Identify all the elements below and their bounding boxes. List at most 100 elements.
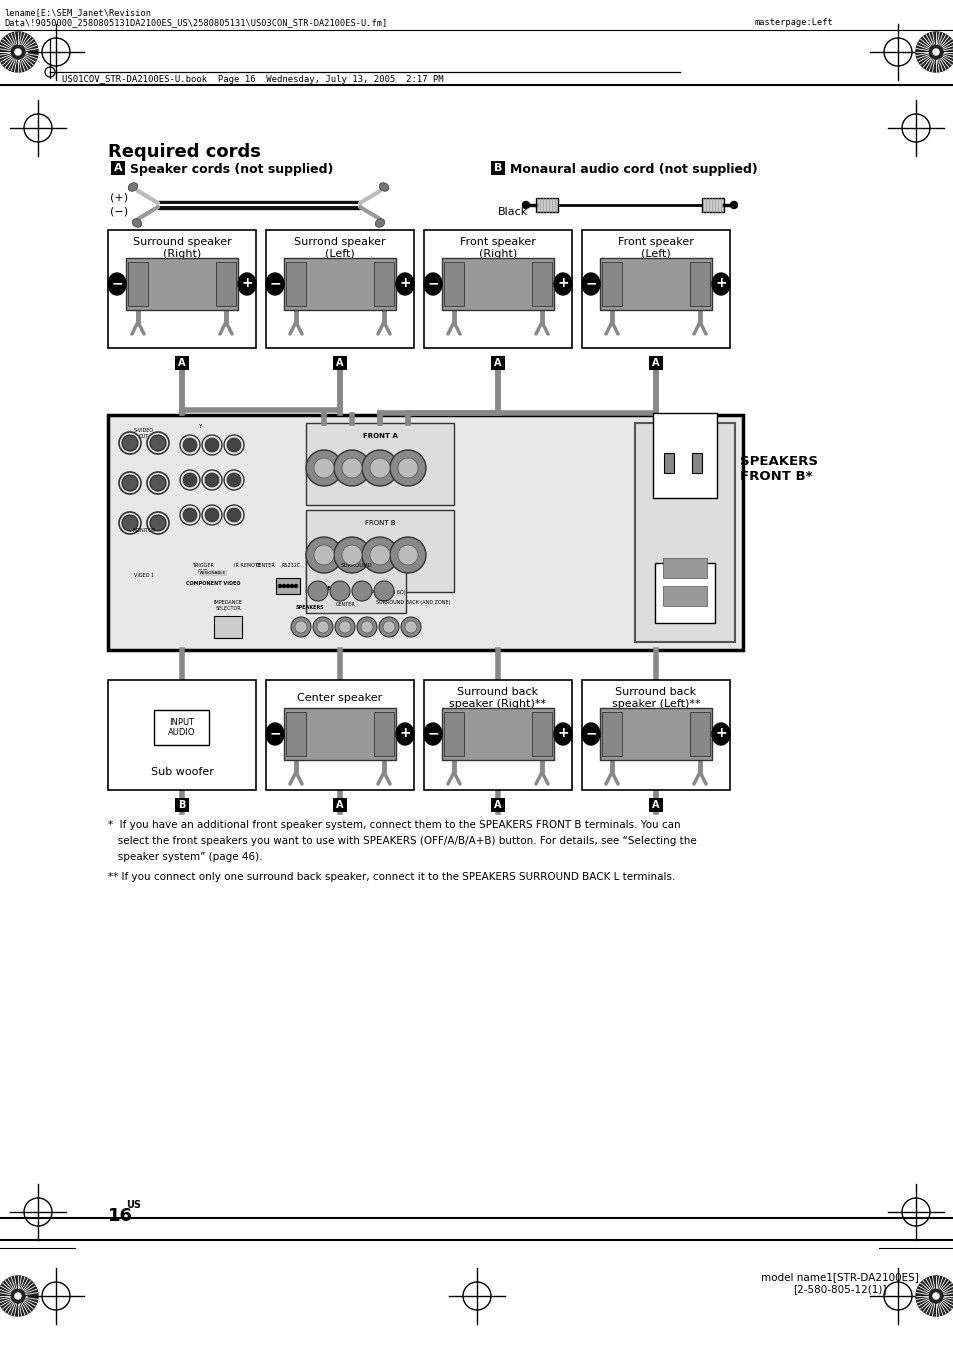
Circle shape — [150, 435, 166, 451]
Circle shape — [306, 537, 341, 573]
Circle shape — [335, 617, 355, 637]
Bar — [306, 510, 454, 592]
Bar — [648, 356, 662, 370]
Ellipse shape — [108, 273, 126, 295]
Bar — [691, 453, 701, 473]
Circle shape — [334, 450, 370, 486]
Circle shape — [205, 438, 219, 451]
Bar — [663, 453, 673, 473]
Text: IMPEDANCE (4Ω 6Ω): IMPEDANCE (4Ω 6Ω) — [355, 591, 405, 595]
Text: +: + — [398, 276, 411, 291]
Text: CENTER: CENTER — [335, 602, 355, 607]
Text: (+): (+) — [110, 192, 128, 202]
Bar — [441, 708, 554, 760]
Ellipse shape — [581, 273, 599, 295]
Text: IR REMOTE: IR REMOTE — [234, 563, 261, 567]
Ellipse shape — [711, 273, 729, 295]
Text: ** If you connect only one surround back speaker, connect it to the SPEAKERS SUR: ** If you connect only one surround back… — [108, 872, 675, 883]
Circle shape — [122, 475, 138, 491]
Circle shape — [314, 546, 334, 565]
Text: *  If you have an additional front speaker system, connect them to the SPEAKERS : * If you have an additional front speake… — [108, 820, 679, 831]
Circle shape — [150, 475, 166, 491]
Text: +: + — [398, 726, 411, 741]
Bar — [532, 262, 552, 306]
Circle shape — [341, 546, 361, 565]
Bar — [581, 231, 729, 348]
Bar — [652, 413, 717, 498]
Circle shape — [227, 473, 241, 487]
Ellipse shape — [132, 218, 142, 228]
Text: FRONT A: FRONT A — [362, 432, 397, 439]
Text: A: A — [335, 357, 343, 368]
Bar — [284, 258, 395, 310]
Circle shape — [378, 617, 398, 637]
Circle shape — [278, 585, 281, 588]
Bar — [701, 198, 723, 211]
Bar — [108, 231, 255, 348]
Circle shape — [522, 202, 529, 209]
Circle shape — [122, 516, 138, 531]
Bar — [662, 587, 706, 606]
Text: +: + — [557, 276, 568, 291]
Circle shape — [405, 621, 416, 633]
Bar — [215, 262, 235, 306]
Circle shape — [150, 516, 166, 531]
Bar — [581, 681, 729, 790]
Text: RS232C: RS232C — [281, 563, 300, 567]
Bar — [532, 712, 552, 756]
Ellipse shape — [711, 723, 729, 745]
Text: A: A — [113, 164, 122, 173]
Circle shape — [205, 473, 219, 487]
Ellipse shape — [554, 723, 572, 745]
Bar — [491, 798, 504, 812]
Bar — [441, 258, 554, 310]
Bar — [655, 563, 714, 623]
Bar — [635, 423, 734, 642]
Text: +: + — [715, 726, 726, 741]
Circle shape — [915, 31, 953, 72]
Circle shape — [183, 473, 196, 487]
Text: A: A — [652, 801, 659, 810]
Text: ASSIGNABLE: ASSIGNABLE — [200, 572, 226, 576]
Bar — [266, 681, 414, 790]
Circle shape — [294, 621, 307, 633]
Circle shape — [397, 458, 417, 477]
Bar — [111, 161, 125, 175]
Text: A: A — [494, 801, 501, 810]
Bar — [213, 617, 242, 638]
Polygon shape — [158, 201, 359, 209]
Text: −: − — [584, 276, 597, 291]
Bar — [601, 712, 621, 756]
Bar — [306, 423, 454, 505]
Text: CENTER: CENTER — [255, 563, 275, 567]
Circle shape — [382, 621, 395, 633]
Text: +: + — [715, 276, 726, 291]
Circle shape — [15, 49, 21, 55]
Circle shape — [338, 621, 351, 633]
Text: TRIGGER
OUT: TRIGGER OUT — [192, 563, 213, 574]
Circle shape — [374, 581, 394, 602]
Circle shape — [390, 537, 426, 573]
Text: IMPEDANCE
SELECTOR: IMPEDANCE SELECTOR — [213, 600, 242, 611]
Text: (−): (−) — [110, 207, 128, 217]
Text: FRONT B: FRONT B — [364, 520, 395, 527]
Text: Surround back
speaker (Left)**: Surround back speaker (Left)** — [611, 687, 700, 709]
Bar — [601, 262, 621, 306]
Circle shape — [341, 458, 361, 477]
Ellipse shape — [375, 218, 384, 228]
Text: Center speaker: Center speaker — [297, 693, 382, 702]
Bar — [128, 262, 148, 306]
Circle shape — [15, 1293, 21, 1299]
Bar — [491, 356, 504, 370]
Text: SPEAKERS: SPEAKERS — [308, 587, 340, 591]
Text: B: B — [494, 164, 501, 173]
Circle shape — [360, 621, 373, 633]
Bar — [662, 558, 706, 578]
Circle shape — [183, 438, 196, 451]
Bar — [374, 712, 394, 756]
Circle shape — [314, 458, 334, 477]
Circle shape — [227, 507, 241, 522]
Text: Black: Black — [497, 207, 528, 217]
Text: −: − — [584, 726, 597, 741]
Circle shape — [291, 617, 311, 637]
